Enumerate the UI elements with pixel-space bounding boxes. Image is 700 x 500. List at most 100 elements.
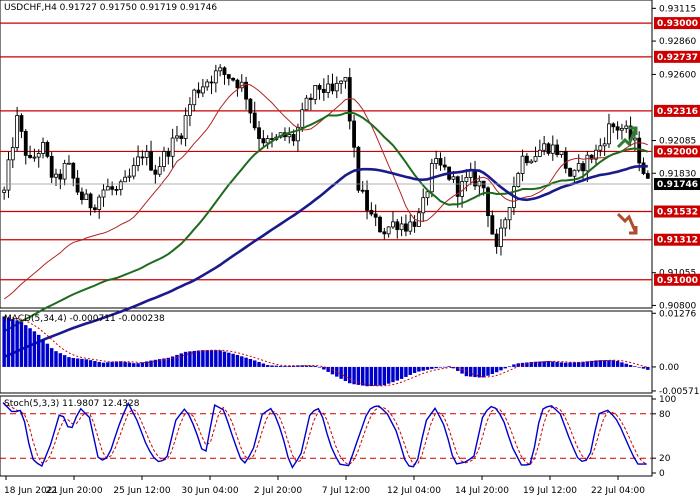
macd-bar	[149, 360, 153, 367]
macd-bar	[252, 360, 257, 367]
macd-bar	[93, 361, 97, 367]
macd-bar	[140, 362, 145, 367]
macd-bar	[166, 357, 171, 367]
candle-body	[231, 77, 236, 81]
candle-body	[464, 177, 469, 183]
candle-body	[62, 162, 67, 180]
macd-bar	[11, 319, 15, 367]
candle-body	[412, 221, 417, 227]
macd-bar	[525, 362, 529, 367]
macd-bar	[32, 331, 37, 367]
macd-bar	[36, 334, 41, 367]
candle-body	[416, 212, 421, 227]
macd-bar	[421, 366, 425, 371]
candle-body	[2, 189, 7, 193]
macd-bar	[45, 343, 50, 367]
candle-body	[313, 85, 318, 100]
candle-body	[352, 120, 356, 148]
macd-bar	[477, 366, 482, 378]
candle-body	[118, 181, 123, 190]
candle-body	[6, 159, 11, 191]
macd-bar	[330, 366, 335, 375]
macd-bar	[412, 366, 417, 373]
candle-body	[451, 176, 456, 180]
macd-bar	[188, 351, 192, 367]
candle-body	[265, 138, 270, 144]
macd-bar	[507, 366, 512, 368]
macd-bar	[205, 350, 209, 367]
macd-bar	[322, 366, 326, 370]
candle-body	[481, 180, 486, 189]
macd-bar	[49, 348, 54, 367]
candle-body	[507, 207, 512, 221]
candle-body	[598, 145, 603, 151]
time-tick-label: 19 Jul 12:00	[523, 486, 577, 496]
macd-bar	[624, 363, 628, 367]
candle-body	[602, 143, 607, 147]
candle-body	[581, 163, 585, 172]
macd-bar	[516, 363, 520, 367]
candle-body	[486, 187, 490, 217]
macd-bar	[58, 353, 63, 367]
candle-body	[434, 158, 439, 164]
macd-bar	[309, 365, 313, 367]
time-tick-label: 12 Jul 04:00	[387, 486, 441, 496]
macd-bar	[512, 364, 516, 367]
candle-body	[473, 169, 477, 187]
candle-body	[15, 115, 20, 148]
macd-bar	[304, 365, 309, 367]
macd-bar	[110, 361, 114, 367]
candle-body	[192, 89, 197, 106]
macd-bar	[460, 366, 464, 374]
macd-bar	[360, 366, 365, 386]
candle-body	[326, 83, 331, 93]
candle-body	[637, 137, 642, 164]
candle-body	[123, 176, 128, 183]
macd-bar	[15, 320, 19, 367]
stoch-tick-label: 20	[659, 454, 671, 464]
level-label: 0.91312	[657, 236, 698, 246]
time-tick-label: 30 Jun 04:00	[181, 486, 238, 496]
candle-body	[382, 231, 387, 235]
macd-bar	[633, 366, 637, 367]
candle-body	[399, 223, 404, 231]
macd-bar	[80, 358, 84, 367]
macd-bar	[641, 366, 646, 369]
macd-tick-label: -0.005711	[659, 387, 700, 397]
candle-body	[330, 83, 335, 92]
candle-body	[75, 177, 80, 193]
candle-body	[624, 125, 629, 129]
candle-body	[391, 221, 395, 228]
candle-body	[490, 215, 495, 235]
candle-body	[524, 155, 529, 164]
level-badge	[654, 17, 700, 30]
macd-bar	[395, 366, 400, 381]
price-tick-label: 0.90800	[659, 301, 696, 311]
macd-tick-label: 0.00	[659, 363, 679, 373]
macd-bar	[399, 366, 404, 379]
macd-bar	[179, 353, 184, 367]
macd-bar	[486, 366, 490, 376]
macd-bar	[568, 362, 572, 367]
macd-bar	[97, 361, 101, 367]
candle-body	[291, 134, 296, 142]
candle-body	[140, 156, 145, 159]
macd-bar	[473, 366, 477, 378]
stoch-title: Stoch(5,3,3) 11.9807 12.4328	[4, 399, 140, 409]
level-label: 0.92000	[657, 147, 698, 157]
macd-bar	[356, 366, 361, 385]
stoch-signal-line	[2, 402, 647, 466]
macd-bar	[175, 354, 179, 367]
candle-body	[563, 151, 568, 169]
candle-body	[300, 109, 305, 128]
candle-body	[438, 158, 443, 166]
time-tick-label: 2 Jul 20:00	[254, 486, 303, 496]
macd-bar	[75, 358, 80, 367]
macd-bar	[287, 365, 292, 367]
macd-bar	[443, 366, 447, 368]
candle-body	[23, 131, 28, 156]
candle-body	[157, 166, 162, 175]
macd-bar	[114, 361, 119, 367]
macd-bar	[611, 360, 616, 367]
macd-bar	[244, 357, 248, 367]
